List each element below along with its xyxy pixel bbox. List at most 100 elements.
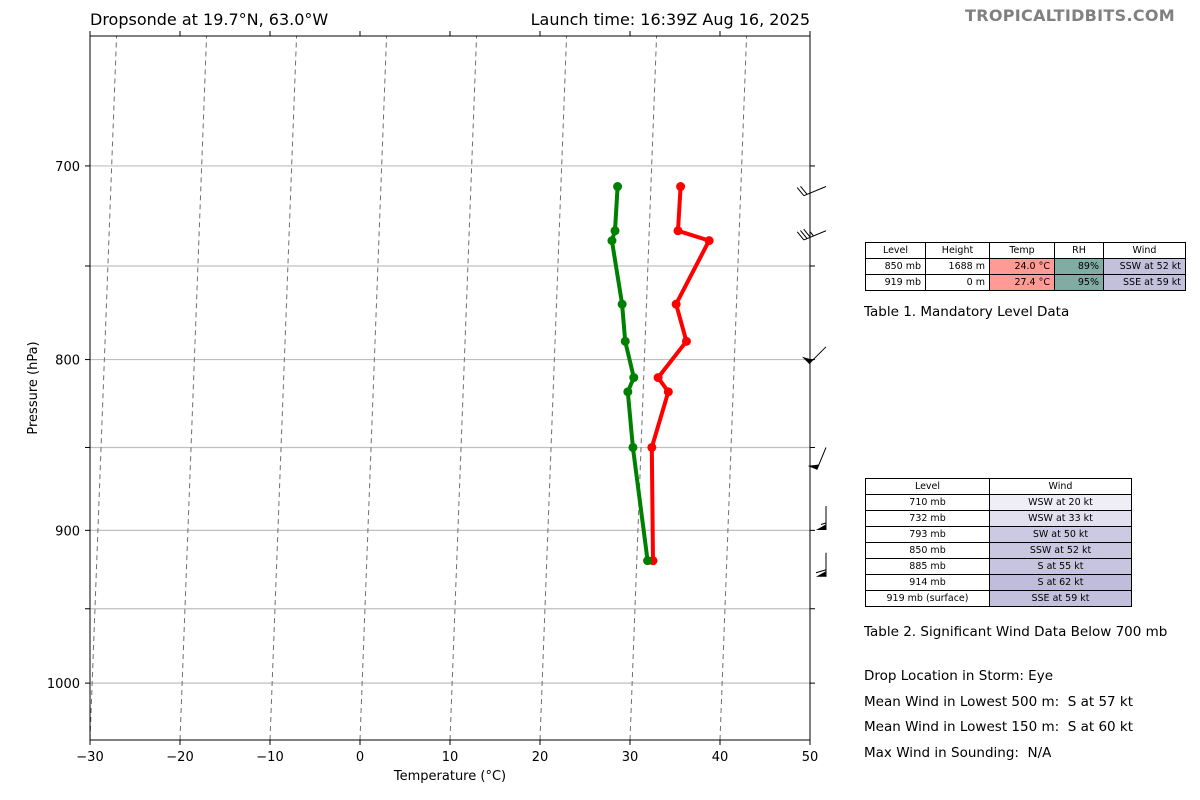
summary-drop-location: Drop Location in Storm: Eye (864, 668, 1054, 684)
wind-barb-half (809, 231, 814, 237)
summary-mean-wind-500m: Mean Wind in Lowest 500 m: S at 57 kt (864, 693, 1134, 710)
isotherm-line (629, 36, 658, 740)
temperature-profile-point (647, 442, 657, 452)
wind-barb (815, 552, 827, 577)
isotherm-line (719, 36, 748, 740)
cell-height: 0 m (925, 274, 990, 291)
dewpoint-profile-point (629, 373, 639, 383)
storm-summary: Drop Location in Storm: Eye Mean Wind in… (864, 664, 1133, 767)
cell-level: 793 mb (865, 526, 990, 543)
isotherm-line (809, 726, 810, 740)
isotherm-line (0, 36, 27, 740)
isotherm-line (449, 36, 478, 740)
cell-level: 850 mb (865, 258, 926, 275)
temperature-profile-point (663, 387, 673, 397)
cell-wind: SSW at 52 kt (989, 542, 1132, 559)
temperature-profile-line (649, 186, 712, 561)
header-temp: Temp (989, 242, 1055, 259)
x-tick-label: −10 (256, 750, 283, 765)
cell-level: 850 mb (865, 542, 990, 559)
cell-height: 1688 m (925, 258, 990, 275)
dewpoint-profile-point (613, 182, 623, 192)
mandatory-level-table: Level Height Temp RH Wind 850 mb 1688 m … (865, 242, 1186, 291)
wind-barb (816, 505, 827, 530)
table-row: 732 mb WSW at 33 kt (865, 510, 1132, 527)
wind-barb-flag (801, 356, 813, 364)
header-level: Level (865, 478, 990, 495)
cell-level: 732 mb (865, 510, 990, 527)
cell-temp: 24.0 °C (989, 258, 1055, 275)
cell-wind: SSE at 59 kt (1103, 274, 1186, 291)
table-row: 919 mb 0 m 27.4 °C 95% SSE at 59 kt (865, 274, 1186, 291)
cell-level: 919 mb (surface) (865, 590, 990, 607)
header-wind: Wind (1103, 242, 1186, 259)
skew-t-chart: −30 −20 −10 0 10 20 30 40 50 700 800 900 1000 Tempera… (0, 31, 827, 784)
table-row: 885 mb S at 55 kt (865, 558, 1132, 575)
cell-wind: SSW at 52 kt (1103, 258, 1186, 275)
cell-level: 710 mb (865, 494, 990, 511)
x-tick-label: 50 (802, 750, 819, 765)
y-tick-label: 1000 (47, 677, 80, 692)
wind-barb-full (800, 185, 808, 195)
wind-barb-full (803, 228, 811, 238)
dewpoint-profile-point (628, 442, 638, 452)
table-row: 710 mb WSW at 20 kt (865, 494, 1132, 511)
table-row: 919 mb (surface) SSE at 59 kt (865, 590, 1132, 607)
dewpoint-profile-point (620, 336, 630, 346)
wind-barbs (796, 185, 827, 577)
wind-barb-staff (803, 186, 827, 197)
grid-layer (0, 36, 810, 740)
wind-barb (796, 185, 827, 197)
cell-wind: WSW at 33 kt (989, 510, 1132, 527)
cell-level: 919 mb (865, 274, 926, 291)
wind-barb-full (800, 230, 808, 239)
cell-rh: 95% (1054, 274, 1104, 291)
isotherm-line (90, 36, 118, 740)
wind-barb-full (796, 187, 805, 197)
isotherm-line (179, 36, 208, 740)
table-row: 914 mb S at 62 kt (865, 574, 1132, 591)
summary-mean-wind-150m: Mean Wind in Lowest 150 m: S at 60 kt (864, 719, 1134, 736)
cell-level: 914 mb (865, 574, 990, 591)
wind-barb-half (820, 522, 827, 525)
dewpoint-profile-line (609, 186, 650, 561)
temperature-profile-point (673, 226, 683, 236)
table2-caption: Table 2. Significant Wind Data Below 700… (864, 624, 1168, 640)
cell-wind: S at 62 kt (989, 574, 1132, 591)
wind-barb-full (815, 569, 827, 574)
y-axis-label: Pressure (hPa) (26, 341, 41, 434)
dewpoint-profile-point (607, 236, 617, 246)
cell-wind: SSE at 59 kt (989, 590, 1132, 607)
x-tick-label: 30 (622, 750, 639, 765)
table-row: 793 mb SW at 50 kt (865, 526, 1132, 543)
cell-wind: SW at 50 kt (989, 526, 1132, 543)
brand-watermark: TROPICALTIDBITS.COM (965, 6, 1175, 25)
x-tick-label: −30 (76, 750, 103, 765)
wind-barb-flag (816, 571, 826, 577)
dewpoint-profile-point (617, 299, 627, 309)
y-tick-label: 700 (55, 160, 80, 175)
temperature-profile-point (681, 336, 691, 346)
header-rh: RH (1054, 242, 1104, 259)
temperature-profile-point (676, 182, 686, 192)
y-tick-label: 800 (55, 354, 80, 369)
wind-barb (807, 447, 827, 470)
wind-barb-flag (807, 464, 819, 470)
temperature-profile-point (704, 236, 714, 246)
x-tick-label: 20 (532, 750, 549, 765)
table-header-row: Level Height Temp RH Wind (865, 242, 1186, 259)
dewpoint-profile-point (643, 556, 653, 566)
chart-title-location: Dropsonde at 19.7°N, 63.0°W (90, 10, 329, 29)
isotherm-line (539, 36, 568, 740)
temperature-profile-point (671, 299, 681, 309)
dewpoint-profile-point (610, 226, 620, 236)
isotherm-line (269, 36, 298, 740)
table-row: 850 mb SSW at 52 kt (865, 542, 1132, 559)
x-tick-label: 10 (442, 750, 459, 765)
x-axis-label: Temperature (°C) (393, 769, 506, 784)
wind-barb-flag (816, 524, 826, 530)
x-tick-label: −20 (166, 750, 193, 765)
table-header-row: Level Wind (865, 478, 1132, 495)
x-tick-label: 0 (356, 750, 364, 765)
plot-frame (89, 35, 811, 741)
